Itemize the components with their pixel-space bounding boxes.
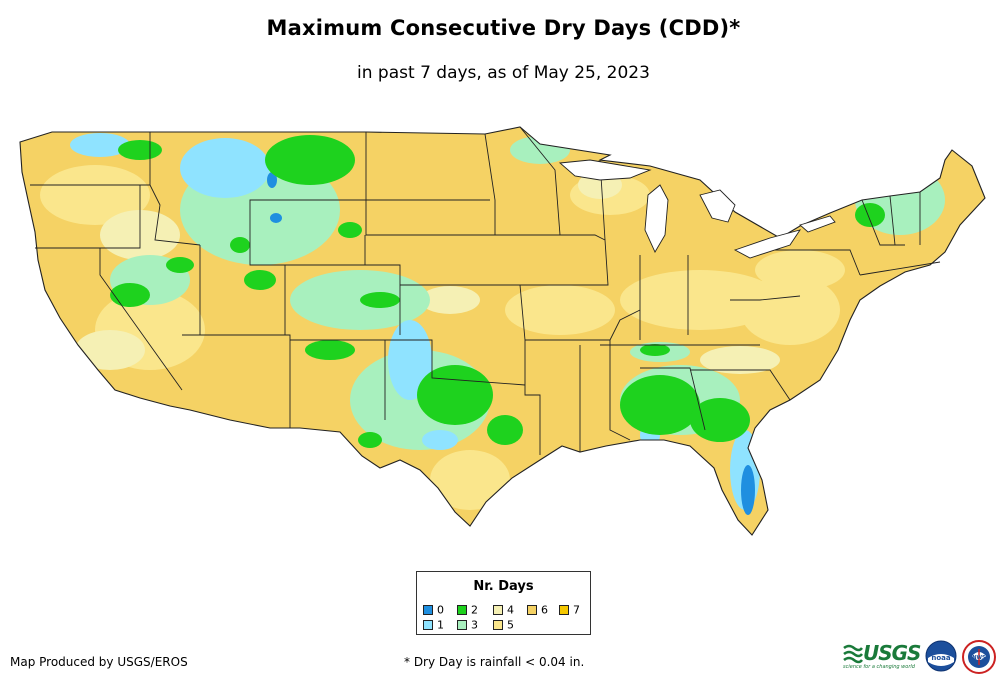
legend-item-1: 1 [423, 619, 444, 631]
usgs-waves-icon [843, 644, 863, 664]
dry-days-fill [20, 127, 985, 535]
map-credit: Map Produced by USGS/EROS [10, 655, 188, 669]
us-dry-days-map [19, 126, 986, 536]
legend-item-2: 2 [457, 604, 478, 616]
region-2-days [110, 135, 885, 448]
legend-swatch-5 [493, 620, 503, 630]
noaa-logo: noaa [925, 640, 957, 672]
legend-swatch-0 [423, 605, 433, 615]
legend-title: Nr. Days [473, 579, 534, 594]
legend-label-7: 7 [573, 603, 580, 617]
legend-item-3: 3 [457, 619, 478, 631]
legend-item-7: 7 [559, 604, 580, 616]
legend-swatch-1 [423, 620, 433, 630]
legend-swatch-3 [457, 620, 467, 630]
legend-label-2: 2 [471, 603, 478, 617]
region-0-days [267, 172, 755, 515]
legend-item-4: 4 [493, 604, 514, 616]
legend-swatch-7 [559, 605, 569, 615]
map-title: Maximum Consecutive Dry Days (CDD)* [266, 16, 741, 40]
legend-label-5: 5 [507, 618, 514, 632]
map-subtitle: in past 7 days, as of May 25, 2023 [357, 63, 650, 83]
great-lakes [558, 159, 836, 259]
legend-swatch-4 [493, 605, 503, 615]
dry-day-footnote: * Dry Day is rainfall < 0.04 in. [404, 655, 585, 669]
legend-label-0: 0 [437, 603, 444, 617]
usgs-tagline: science for a changing world [843, 664, 915, 670]
svg-text:noaa: noaa [931, 654, 951, 662]
legend-label-1: 1 [437, 618, 444, 632]
legend-swatch-2 [457, 605, 467, 615]
legend-item-0: 0 [423, 604, 444, 616]
svg-text:NWS: NWS [972, 655, 986, 661]
legend-item-6: 6 [527, 604, 548, 616]
region-5-days [40, 165, 845, 510]
legend-item-5: 5 [493, 619, 514, 631]
nws-logo: NWS [962, 640, 996, 674]
legend-swatch-6 [527, 605, 537, 615]
usgs-logo-text: USGS [863, 641, 921, 665]
legend: Nr. Days 0 1 2 3 4 5 6 7 [416, 571, 591, 635]
legend-label-3: 3 [471, 618, 478, 632]
legend-label-4: 4 [507, 603, 514, 617]
usgs-logo: USGS science for a changing world [843, 641, 921, 671]
legend-label-6: 6 [541, 603, 548, 617]
